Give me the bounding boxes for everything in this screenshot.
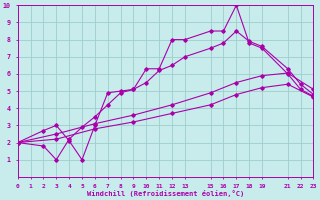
X-axis label: Windchill (Refroidissement éolien,°C): Windchill (Refroidissement éolien,°C) [87, 190, 244, 197]
